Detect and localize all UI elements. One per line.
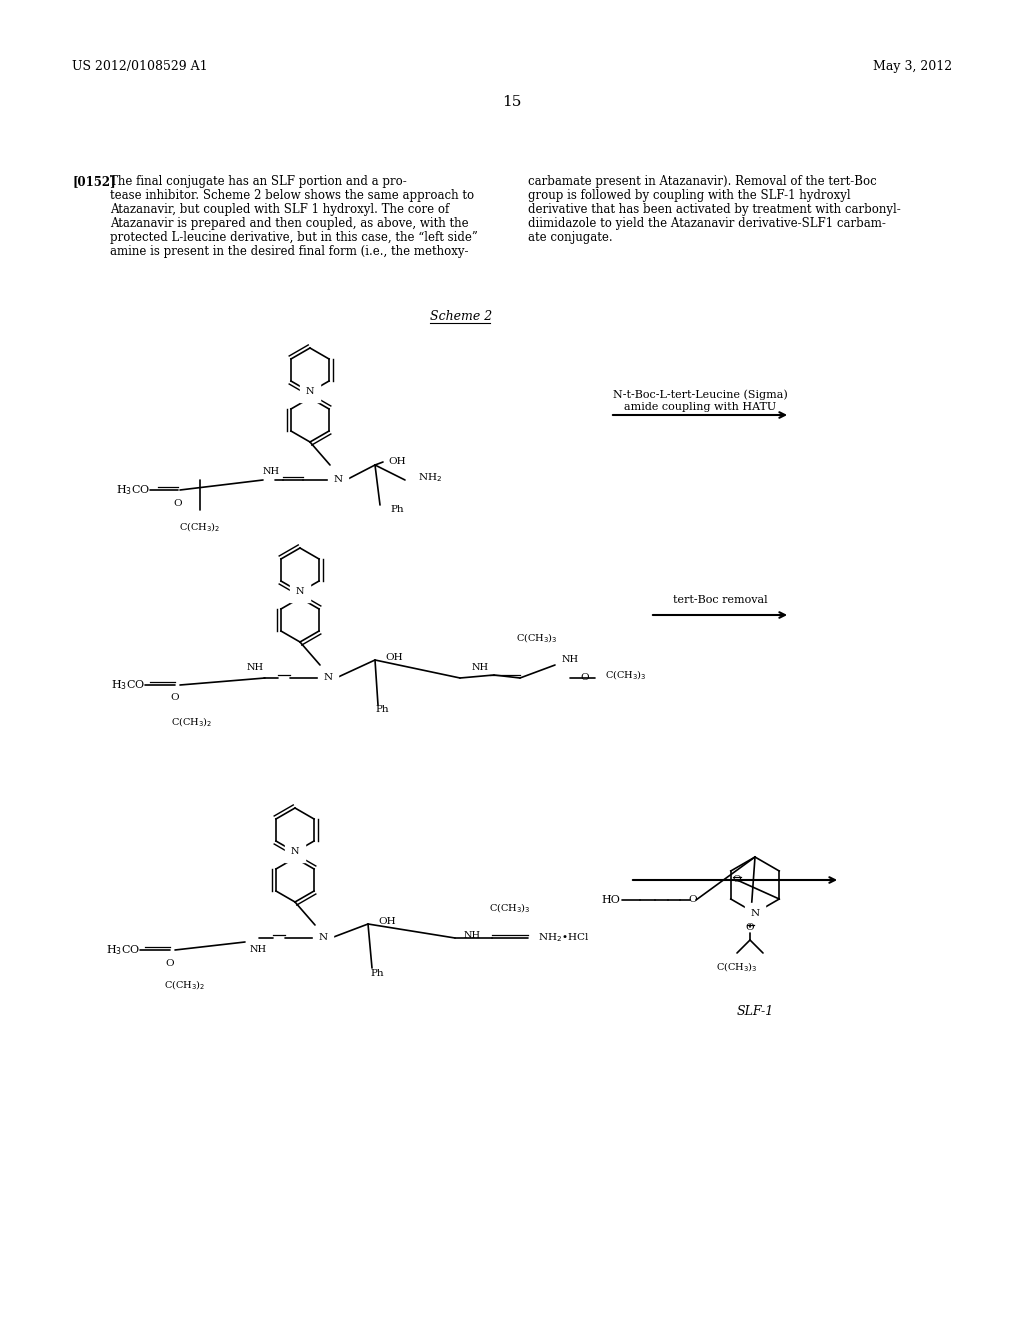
Text: C(CH$_3$)$_2$: C(CH$_3$)$_2$ <box>171 715 213 729</box>
Text: C(CH$_3$)$_3$: C(CH$_3$)$_3$ <box>605 668 646 682</box>
Text: amine is present in the desired final form (i.e., the methoxy-: amine is present in the desired final fo… <box>110 246 469 257</box>
Text: tease inhibitor. Scheme 2 below shows the same approach to: tease inhibitor. Scheme 2 below shows th… <box>110 189 474 202</box>
Text: OH: OH <box>388 458 406 466</box>
Text: OH: OH <box>378 916 395 925</box>
Text: C(CH$_3$)$_2$: C(CH$_3$)$_2$ <box>164 978 206 991</box>
Text: O: O <box>689 895 697 904</box>
Text: N-t-Boc-L-tert-Leucine (Sigma): N-t-Boc-L-tert-Leucine (Sigma) <box>612 389 787 400</box>
Text: C(CH$_3$)$_2$: C(CH$_3$)$_2$ <box>179 520 221 533</box>
Text: N: N <box>291 847 299 857</box>
Text: O: O <box>745 923 755 932</box>
Text: N: N <box>751 908 760 917</box>
Text: derivative that has been activated by treatment with carbonyl-: derivative that has been activated by tr… <box>528 203 901 216</box>
Text: group is followed by coupling with the SLF-1 hydroxyl: group is followed by coupling with the S… <box>528 189 851 202</box>
Text: NH: NH <box>247 664 263 672</box>
Text: Ph: Ph <box>390 506 403 515</box>
Text: N: N <box>334 475 343 484</box>
Text: Atazanavir, but coupled with SLF 1 hydroxyl. The core of: Atazanavir, but coupled with SLF 1 hydro… <box>110 203 450 216</box>
Text: C(CH$_3$)$_3$: C(CH$_3$)$_3$ <box>716 960 758 974</box>
Text: H$_3$CO: H$_3$CO <box>105 942 140 957</box>
Text: NH: NH <box>561 656 579 664</box>
Text: May 3, 2012: May 3, 2012 <box>872 59 952 73</box>
Text: diimidazole to yield the Atazanavir derivative-SLF1 carbam-: diimidazole to yield the Atazanavir deri… <box>528 216 886 230</box>
Text: H$_3$CO: H$_3$CO <box>111 678 145 692</box>
Text: Scheme 2: Scheme 2 <box>430 310 493 323</box>
Text: O: O <box>166 958 174 968</box>
Text: amide coupling with HATU: amide coupling with HATU <box>624 403 776 412</box>
Text: The final conjugate has an SLF portion and a pro-: The final conjugate has an SLF portion a… <box>110 176 407 187</box>
Text: NH: NH <box>250 945 266 954</box>
Text: SLF-1: SLF-1 <box>736 1005 773 1018</box>
Text: [0152]: [0152] <box>72 176 116 187</box>
Text: NH: NH <box>464 931 480 940</box>
Text: N: N <box>306 388 314 396</box>
Text: C(CH$_3$)$_3$: C(CH$_3$)$_3$ <box>489 902 530 915</box>
Text: protected L-leucine derivative, but in this case, the “left side”: protected L-leucine derivative, but in t… <box>110 231 478 244</box>
Text: H$_3$CO: H$_3$CO <box>116 483 150 496</box>
Text: 15: 15 <box>503 95 521 110</box>
Text: O: O <box>580 673 589 682</box>
Text: Ph: Ph <box>375 705 389 714</box>
Text: O: O <box>174 499 182 507</box>
Text: C(CH$_3$)$_3$: C(CH$_3$)$_3$ <box>516 631 558 645</box>
Text: tert-Boc removal: tert-Boc removal <box>673 595 767 605</box>
Text: O: O <box>733 875 741 884</box>
Text: carbamate present in Atazanavir). Removal of the tert-Boc: carbamate present in Atazanavir). Remova… <box>528 176 877 187</box>
Text: NH$_2$•HCl: NH$_2$•HCl <box>535 932 590 944</box>
Text: NH: NH <box>471 663 488 672</box>
Text: HO: HO <box>601 895 620 906</box>
Text: US 2012/0108529 A1: US 2012/0108529 A1 <box>72 59 208 73</box>
Text: Atazanavir is prepared and then coupled, as above, with the: Atazanavir is prepared and then coupled,… <box>110 216 469 230</box>
Text: NH$_2$: NH$_2$ <box>418 471 442 484</box>
Text: OH: OH <box>385 653 402 663</box>
Text: N: N <box>296 587 304 597</box>
Text: N: N <box>324 673 333 682</box>
Text: ate conjugate.: ate conjugate. <box>528 231 612 244</box>
Text: N: N <box>318 933 328 942</box>
Text: Ph: Ph <box>370 969 384 978</box>
Text: O: O <box>171 693 179 702</box>
Text: NH: NH <box>262 467 280 477</box>
